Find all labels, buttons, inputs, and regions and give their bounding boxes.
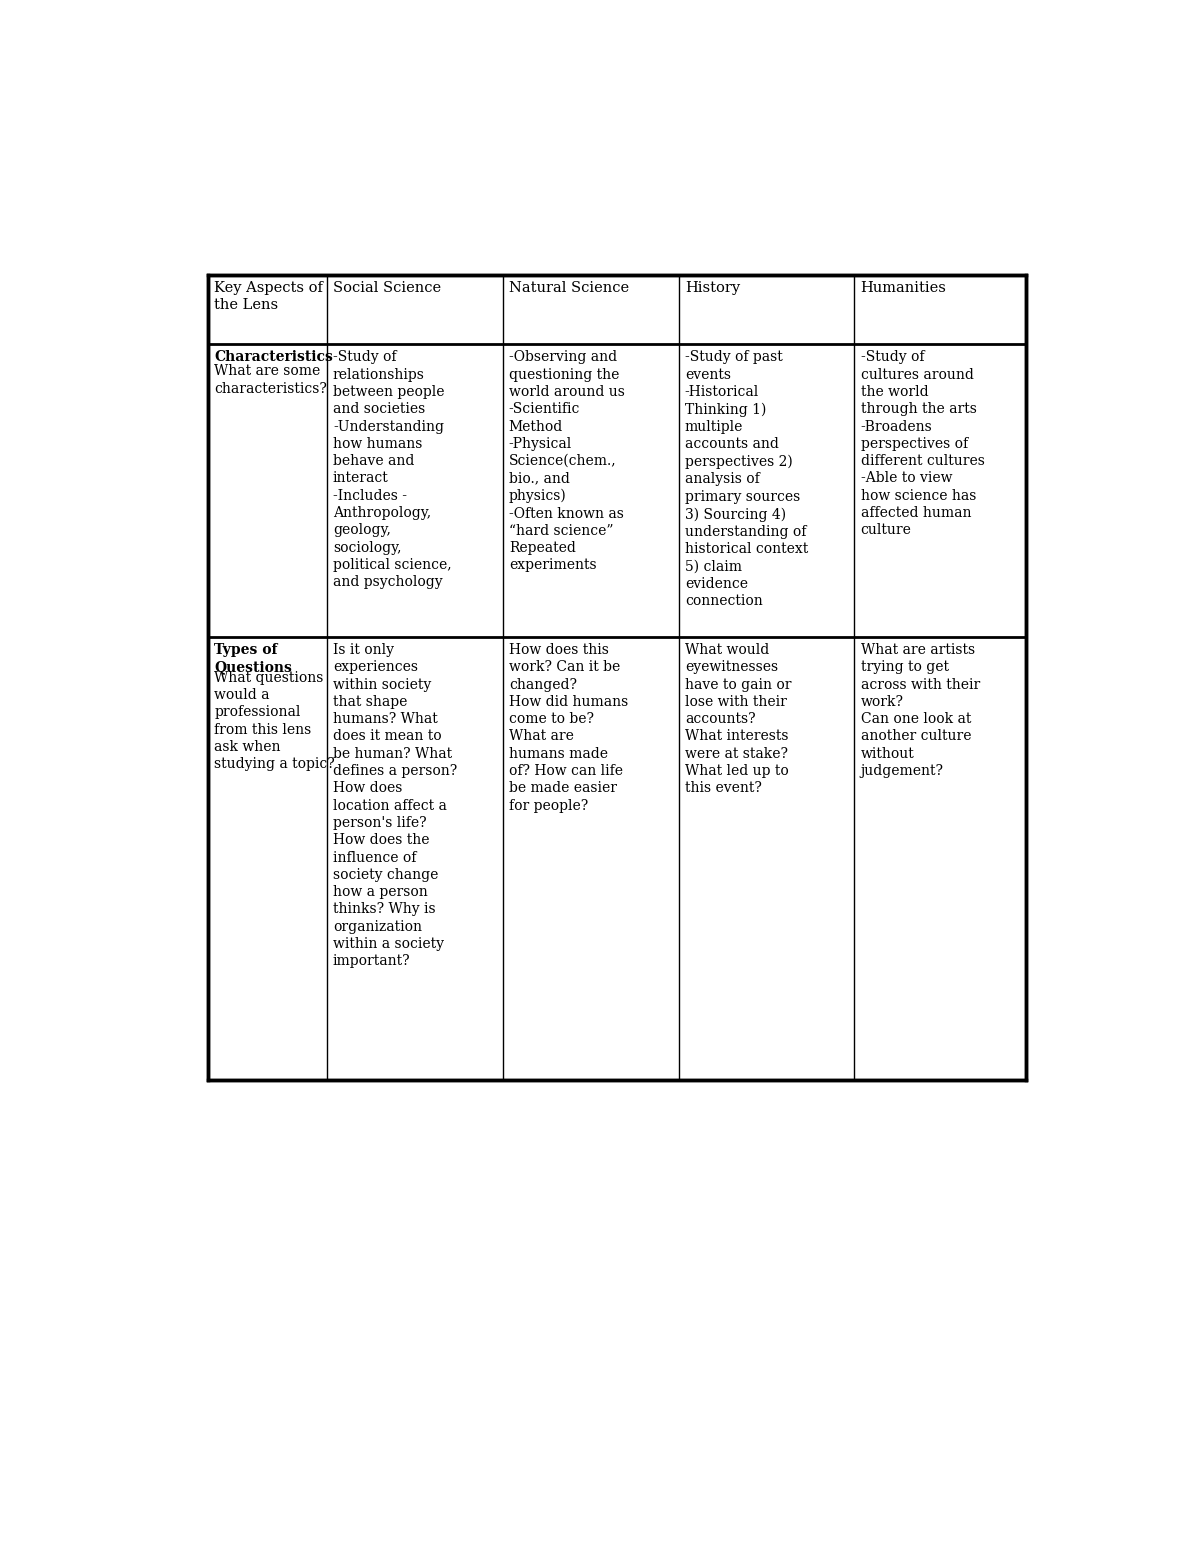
Text: -Study of
relationships
between people
and societies
-Understanding
how humans
b: -Study of relationships between people a… [332,351,451,589]
Text: How does this
work? Can it be
changed?
How did humans
come to be?
What are
human: How does this work? Can it be changed? H… [509,643,628,812]
Text: What questions
would a
professional
from this lens
ask when
studying a topic?: What questions would a professional from… [215,671,335,772]
Text: Key Aspects of
the Lens: Key Aspects of the Lens [215,281,323,312]
Text: What would
eyewitnesses
have to gain or
lose with their
accounts?
What interests: What would eyewitnesses have to gain or … [685,643,791,795]
Text: -Study of past
events
-Historical
Thinking 1)
multiple
accounts and
perspectives: -Study of past events -Historical Thinki… [685,351,808,609]
Text: Characteristics: Characteristics [215,351,334,365]
Text: What are artists
trying to get
across with their
work?
Can one look at
another c: What are artists trying to get across wi… [860,643,980,778]
Text: Types of
Questions: Types of Questions [215,643,293,674]
Bar [208,275,1026,1079]
Text: History: History [685,281,740,295]
Text: Natural Science: Natural Science [509,281,629,295]
Text: -Study of
cultures around
the world
through the arts
-Broadens
perspectives of
d: -Study of cultures around the world thro… [860,351,984,537]
Text: -Observing and
questioning the
world around us
-Scientific
Method
-Physical
Scie: -Observing and questioning the world aro… [509,351,625,573]
Text: Social Science: Social Science [332,281,442,295]
Text: What are some
characteristics?: What are some characteristics? [215,365,328,396]
Text: Is it only
experiences
within society
that shape
humans? What
does it mean to
be: Is it only experiences within society th… [332,643,457,969]
Text: Humanities: Humanities [860,281,947,295]
